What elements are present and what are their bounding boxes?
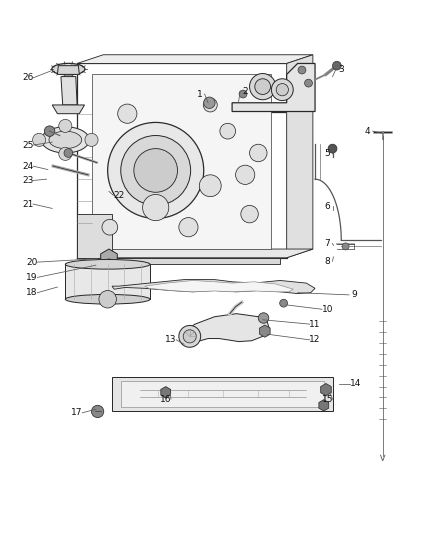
- Circle shape: [99, 290, 117, 308]
- Text: 3: 3: [339, 64, 344, 74]
- Circle shape: [59, 147, 72, 160]
- Ellipse shape: [52, 63, 85, 75]
- Text: 20: 20: [26, 257, 38, 266]
- Text: 4: 4: [365, 127, 370, 136]
- Polygon shape: [121, 381, 324, 407]
- Polygon shape: [232, 63, 315, 111]
- Text: 19: 19: [26, 273, 38, 282]
- Circle shape: [258, 313, 269, 323]
- Text: 7: 7: [325, 239, 330, 248]
- Circle shape: [64, 149, 73, 157]
- Text: 13: 13: [165, 335, 177, 344]
- Circle shape: [183, 330, 196, 343]
- Text: 17: 17: [71, 408, 83, 417]
- Text: 12: 12: [309, 335, 321, 344]
- Text: 21: 21: [22, 199, 33, 208]
- Polygon shape: [260, 325, 270, 337]
- Polygon shape: [145, 280, 293, 292]
- Ellipse shape: [41, 127, 89, 153]
- Circle shape: [134, 149, 177, 192]
- Circle shape: [118, 104, 137, 123]
- Text: 8: 8: [325, 257, 330, 266]
- Polygon shape: [77, 214, 112, 258]
- Text: 5: 5: [325, 149, 330, 158]
- Circle shape: [220, 123, 236, 139]
- Circle shape: [203, 98, 217, 112]
- Polygon shape: [77, 55, 313, 63]
- Polygon shape: [77, 249, 313, 258]
- Polygon shape: [161, 386, 171, 398]
- Circle shape: [121, 135, 191, 205]
- Circle shape: [108, 123, 204, 219]
- Ellipse shape: [49, 131, 81, 149]
- Circle shape: [241, 205, 258, 223]
- Circle shape: [250, 74, 276, 100]
- Polygon shape: [112, 376, 332, 411]
- Circle shape: [85, 133, 98, 147]
- Text: 2: 2: [242, 87, 248, 96]
- Text: 26: 26: [22, 74, 33, 83]
- Circle shape: [92, 405, 104, 417]
- Text: 6: 6: [325, 202, 330, 211]
- Polygon shape: [321, 384, 331, 395]
- Circle shape: [328, 144, 337, 153]
- Circle shape: [342, 243, 349, 250]
- Circle shape: [44, 126, 55, 136]
- Text: 22: 22: [113, 191, 124, 200]
- Circle shape: [272, 79, 293, 101]
- Ellipse shape: [65, 260, 150, 269]
- Polygon shape: [84, 258, 280, 264]
- Circle shape: [179, 217, 198, 237]
- Text: 9: 9: [351, 290, 357, 300]
- Polygon shape: [101, 249, 117, 268]
- Circle shape: [32, 133, 46, 147]
- Text: 25: 25: [22, 141, 33, 150]
- Polygon shape: [182, 313, 269, 342]
- Text: 16: 16: [160, 395, 172, 403]
- Polygon shape: [61, 77, 77, 105]
- Polygon shape: [92, 75, 272, 249]
- Circle shape: [143, 195, 169, 221]
- Polygon shape: [57, 66, 79, 75]
- Polygon shape: [287, 55, 313, 258]
- Circle shape: [276, 84, 288, 96]
- Text: 10: 10: [321, 305, 333, 314]
- Circle shape: [304, 79, 312, 87]
- Text: 18: 18: [26, 288, 38, 297]
- Circle shape: [179, 326, 201, 348]
- Circle shape: [104, 259, 114, 270]
- Polygon shape: [319, 400, 328, 411]
- Text: 14: 14: [350, 379, 361, 388]
- Polygon shape: [65, 264, 150, 299]
- Circle shape: [236, 165, 255, 184]
- Circle shape: [204, 97, 215, 108]
- Circle shape: [59, 119, 72, 133]
- Text: 23: 23: [22, 176, 33, 185]
- Circle shape: [298, 66, 306, 74]
- Polygon shape: [112, 280, 315, 294]
- Ellipse shape: [65, 294, 150, 304]
- Text: 24: 24: [22, 161, 33, 171]
- Text: 15: 15: [321, 395, 333, 403]
- Circle shape: [280, 299, 288, 307]
- Circle shape: [332, 61, 341, 70]
- Text: 11: 11: [309, 320, 321, 329]
- Polygon shape: [52, 105, 85, 114]
- Circle shape: [239, 90, 247, 98]
- Circle shape: [255, 79, 271, 94]
- Circle shape: [250, 144, 267, 161]
- Circle shape: [102, 220, 118, 235]
- Circle shape: [199, 175, 221, 197]
- Text: 1: 1: [197, 90, 202, 99]
